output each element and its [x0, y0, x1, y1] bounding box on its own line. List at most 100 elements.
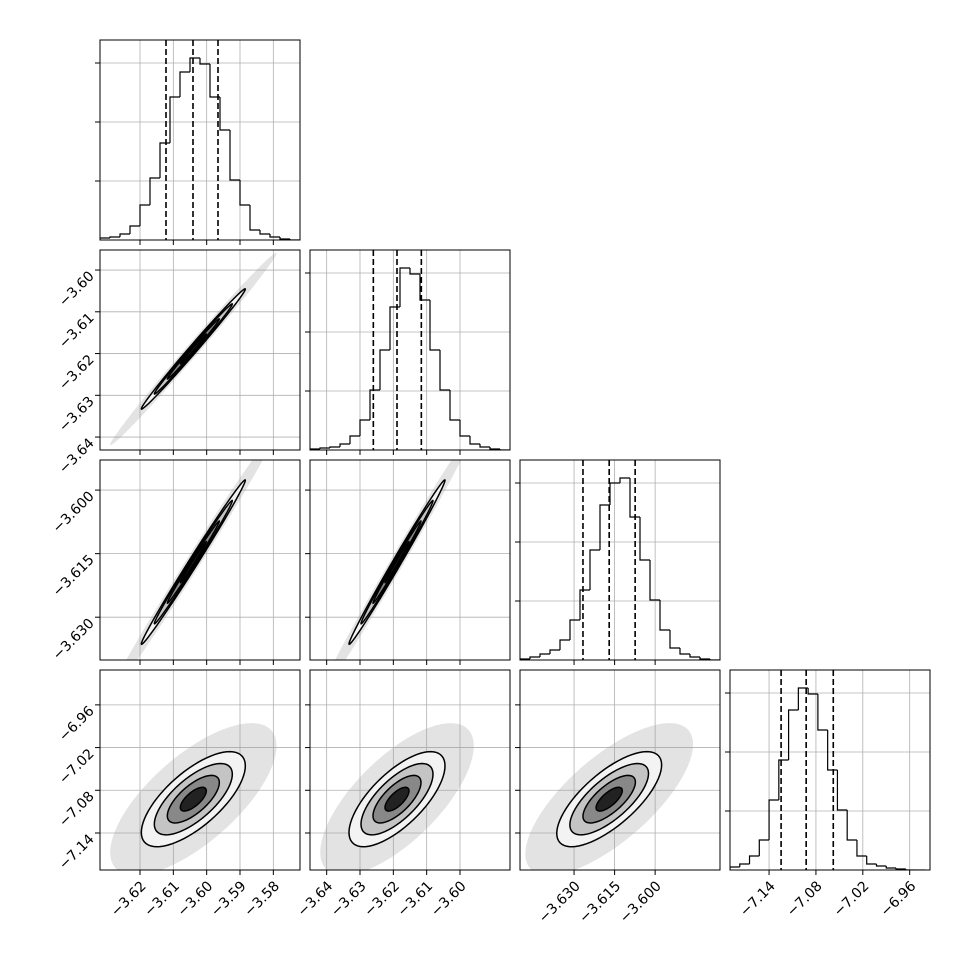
histogram-bin	[875, 863, 887, 867]
histogram-bin	[866, 856, 877, 865]
histogram-bin	[429, 300, 440, 351]
histogram-bin	[817, 694, 828, 731]
histogram-bin	[730, 866, 740, 870]
x-tick-label: −3.59	[208, 878, 250, 920]
histogram-bin	[499, 448, 510, 450]
histogram-bin	[689, 653, 700, 658]
contour	[179, 540, 208, 584]
y-tick-label: −3.630	[50, 616, 98, 664]
contour	[595, 786, 624, 812]
y-tick-label: −6.96	[56, 703, 98, 745]
histogram-bin	[559, 639, 570, 651]
histogram-bin	[149, 177, 160, 206]
histogram-bin	[479, 443, 490, 448]
contour	[384, 540, 410, 584]
x-tick-label: −3.615	[576, 878, 624, 926]
panel	[305, 249, 511, 455]
x-tick-label: −6.96	[878, 878, 920, 920]
histogram-bin	[339, 443, 350, 447]
histogram-bin	[469, 436, 480, 445]
histogram-bin	[269, 233, 280, 238]
panel-frame	[99, 249, 301, 451]
x-tick-label: −3.64	[295, 878, 337, 920]
histogram-bin	[319, 447, 330, 449]
histogram-bin	[629, 477, 640, 518]
histogram-bin	[579, 589, 590, 620]
y-tick-label: −3.63	[56, 394, 98, 436]
contour	[179, 333, 208, 365]
panel: −3.630 −3.615 −3.600	[50, 459, 301, 665]
panel-content	[730, 670, 926, 870]
histogram-bin	[807, 687, 818, 695]
panel-content	[310, 250, 510, 450]
histogram-bin	[539, 653, 550, 657]
histogram-bin	[349, 435, 360, 444]
y-tick-label: −3.60	[56, 268, 98, 310]
histogram-bin	[229, 130, 240, 181]
panel-frame	[309, 669, 511, 871]
panel: −3.64−3.63−3.62−3.61−3.60	[56, 249, 301, 477]
x-tick-label: −7.02	[831, 878, 873, 920]
histogram-bin	[199, 57, 210, 65]
histogram-bin	[609, 482, 620, 506]
panel: −3.62−3.61−3.60−3.59−3.58 −7.14−7.08−7.02…	[56, 669, 301, 920]
x-tick-label: −3.600	[617, 878, 665, 926]
histogram-bin	[489, 446, 500, 450]
y-tick-label: −3.62	[56, 352, 98, 394]
histogram-bin	[279, 236, 290, 240]
histogram-bin	[639, 516, 650, 561]
histogram-bin	[189, 57, 200, 73]
x-tick-label: −3.58	[241, 878, 283, 920]
y-tick-label: −3.600	[50, 488, 98, 536]
x-tick-label: −3.62	[108, 878, 150, 920]
x-tick-label: −3.630	[536, 878, 584, 926]
histogram-bin	[239, 180, 250, 206]
panel	[515, 459, 721, 665]
histogram-bin	[399, 267, 410, 307]
histogram-bin	[885, 865, 897, 869]
histogram-bin	[709, 658, 720, 660]
histogram-bin	[139, 204, 150, 227]
histogram-bin	[659, 600, 670, 631]
x-tick-label: −7.08	[784, 878, 826, 920]
histogram-bin	[439, 350, 450, 391]
histogram-bin	[179, 71, 190, 97]
histogram-bin	[619, 477, 630, 484]
histogram-bin	[739, 863, 750, 867]
panel	[305, 459, 511, 665]
histogram-bin	[369, 389, 380, 421]
panel: −7.14 −7.08 −7.02 −6.96	[725, 669, 931, 920]
x-tick-label: −3.62	[361, 878, 403, 920]
histogram-bin	[827, 730, 838, 771]
histogram-bin	[169, 96, 180, 144]
histogram-bin	[129, 225, 140, 234]
histogram-bin	[329, 446, 340, 448]
x-tick-label: −3.61	[141, 878, 183, 920]
histogram-bin	[895, 867, 906, 870]
histogram-bin	[310, 448, 320, 450]
histogram-bin	[679, 648, 690, 655]
panel-frame	[729, 669, 931, 871]
histogram-bin	[589, 549, 600, 591]
panel-content	[110, 723, 277, 870]
panel-bg	[520, 460, 720, 660]
panel-frame	[99, 669, 301, 871]
histogram-bin	[249, 205, 260, 231]
histogram-bin	[669, 630, 680, 649]
x-tick-label: −3.60	[428, 878, 470, 920]
histogram-bin	[768, 799, 779, 841]
histogram-bin	[748, 855, 760, 864]
panel-frame	[309, 249, 511, 451]
panel-content	[335, 460, 462, 660]
y-tick-label: −3.615	[50, 552, 98, 600]
histogram-bin	[289, 238, 300, 240]
panel: −3.64−3.63−3.62−3.61−3.60	[295, 669, 511, 920]
contour	[384, 786, 410, 812]
histogram-bin	[856, 840, 867, 857]
histogram-bin	[409, 267, 420, 275]
histogram-bin	[529, 656, 540, 659]
histogram-bin	[846, 810, 857, 841]
panel-frame	[309, 459, 511, 661]
